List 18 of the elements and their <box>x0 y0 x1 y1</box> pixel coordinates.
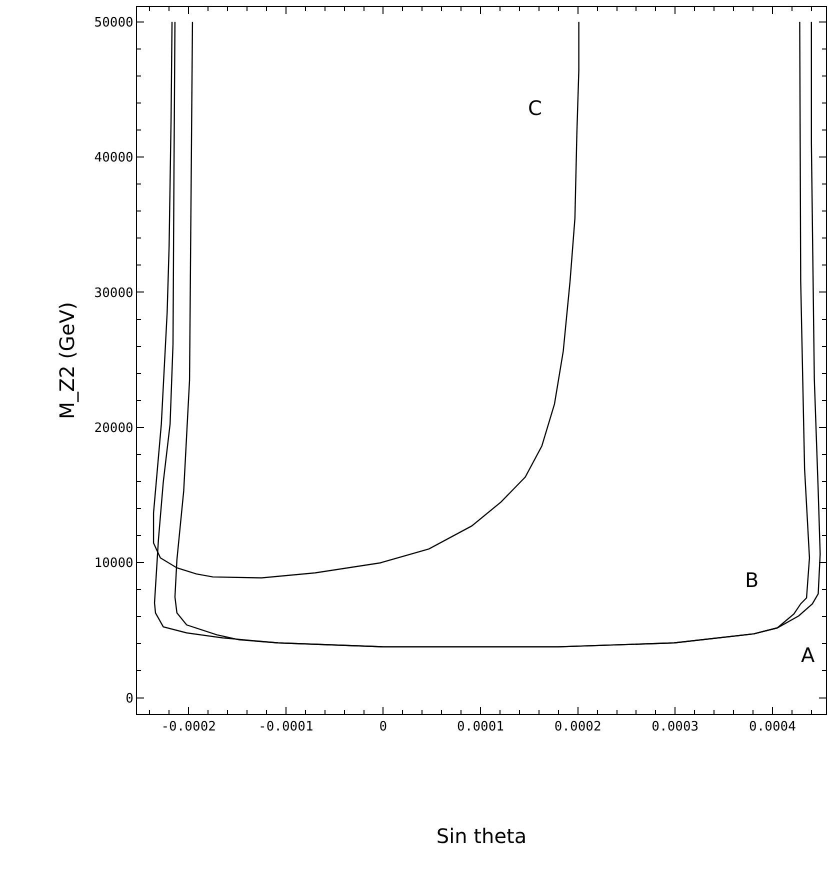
x-tick-label: 0.0003 <box>652 720 699 735</box>
annotation: B <box>745 568 759 592</box>
x-tick-label: 0.0002 <box>554 720 602 735</box>
y-tick-label: 30000 <box>94 286 134 301</box>
annotation: A <box>801 643 815 667</box>
y-tick-label: 40000 <box>94 150 134 166</box>
y-tick-label: 20000 <box>94 420 134 436</box>
y-tick-label: 0 <box>126 691 134 706</box>
x-tick-label: 0.0004 <box>748 720 796 735</box>
x-tick-label: -0.0001 <box>258 720 314 735</box>
y-tick-label: 10000 <box>94 556 134 572</box>
y-tick-label: 50000 <box>94 15 134 30</box>
x-axis-title: Sin theta <box>436 824 527 848</box>
annotation: C <box>528 96 542 120</box>
x-tick-label: -0.0002 <box>161 720 216 735</box>
y-axis-title: M_Z2 (GeV) <box>54 302 79 420</box>
x-tick-label: 0.0001 <box>457 720 504 735</box>
x-tick-label: 0 <box>379 720 388 735</box>
